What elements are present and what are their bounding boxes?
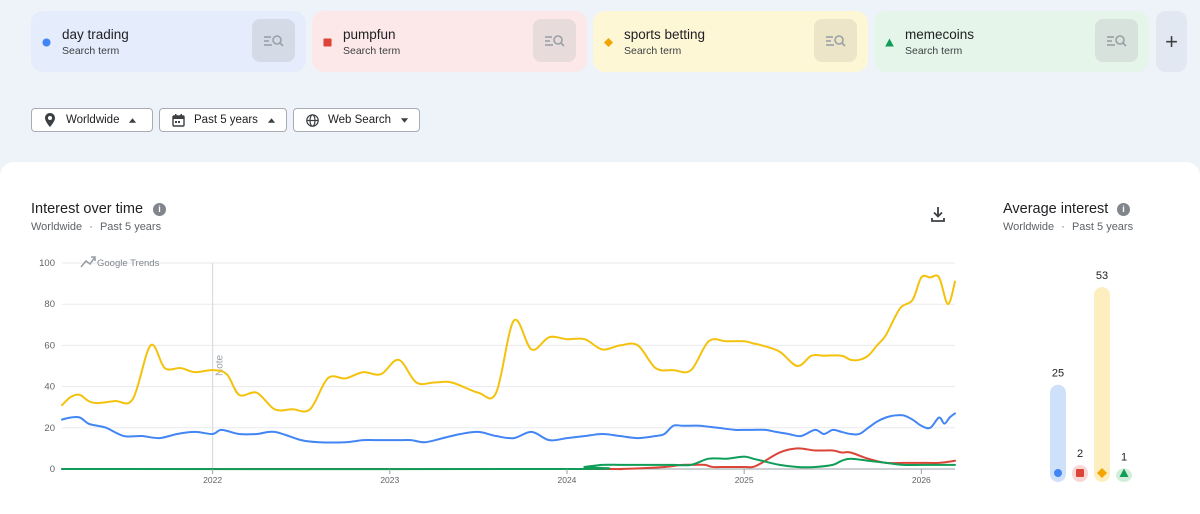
results-card bbox=[0, 162, 1200, 514]
watermark-text: Google Trends bbox=[97, 258, 160, 269]
search-list-icon bbox=[825, 34, 846, 47]
subtitle-region: Worldwide bbox=[1003, 221, 1055, 233]
region-filter-label: Worldwide bbox=[66, 114, 120, 126]
diamond-marker-icon bbox=[604, 38, 613, 47]
x-tick-label: 2026 bbox=[912, 475, 931, 485]
term-search-icon[interactable] bbox=[252, 19, 295, 62]
circle-marker-icon bbox=[42, 38, 51, 47]
series-line-day-trading bbox=[61, 412, 956, 444]
subtitle-period: Past 5 years bbox=[99, 221, 162, 233]
subtitle-region: Worldwide bbox=[31, 221, 83, 233]
term-search-icon[interactable] bbox=[814, 19, 857, 62]
time-range-filter[interactable]: Past 5 years bbox=[159, 108, 287, 132]
subtitle-separator: · bbox=[1061, 221, 1065, 233]
google-trends-watermark: Google Trends bbox=[80, 256, 160, 269]
interest-over-time-chart: Note 0 20 40 60 80 100 2022 2023 2024 2025 2026 G… bbox=[39, 256, 956, 485]
x-tick-label: 2024 bbox=[558, 475, 577, 485]
caret-down-icon bbox=[400, 118, 409, 123]
add-comparison-button[interactable]: + bbox=[1156, 11, 1187, 72]
square-marker-icon bbox=[323, 38, 332, 47]
info-icon[interactable]: i bbox=[1117, 203, 1130, 216]
term-card-sports-betting[interactable]: sports betting Search term bbox=[593, 11, 868, 72]
average-interest-subtitle: Worldwide · Past 5 years bbox=[1003, 221, 1133, 233]
average-value-label: 2 bbox=[1077, 448, 1083, 460]
y-tick-label: 0 bbox=[50, 464, 55, 475]
y-tick-label: 60 bbox=[44, 340, 55, 351]
y-tick-label: 20 bbox=[44, 423, 55, 434]
time-range-filter-label: Past 5 years bbox=[194, 114, 258, 126]
y-tick-label: 80 bbox=[44, 299, 55, 310]
interest-over-time-title: Interest over time bbox=[31, 201, 144, 217]
term-name: memecoins bbox=[905, 27, 975, 42]
caret-up-icon bbox=[129, 118, 137, 123]
series-line-sports-betting bbox=[61, 274, 956, 413]
globe-icon bbox=[306, 113, 320, 127]
download-button[interactable] bbox=[929, 205, 947, 223]
y-tick-label: 100 bbox=[39, 258, 55, 269]
note-label[interactable]: Note bbox=[215, 354, 226, 376]
term-search-icon[interactable] bbox=[1095, 19, 1138, 62]
series-line-memecoins bbox=[61, 455, 956, 471]
average-value-label: 1 bbox=[1121, 452, 1127, 464]
term-card-memecoins[interactable]: memecoins Search term bbox=[874, 11, 1149, 72]
search-property-filter-label: Web Search bbox=[328, 114, 392, 126]
average-interest-chart: 25 2 53 1 bbox=[1050, 270, 1132, 482]
term-type: Search term bbox=[343, 45, 401, 57]
term-name: day trading bbox=[62, 27, 129, 42]
term-card-pumpfun[interactable]: pumpfun Search term bbox=[312, 11, 587, 72]
average-bar bbox=[1094, 287, 1110, 482]
region-filter[interactable]: Worldwide bbox=[31, 108, 153, 132]
term-type: Search term bbox=[62, 45, 120, 57]
interest-over-time-subtitle: Worldwide · Past 5 years bbox=[31, 221, 161, 233]
x-tick-label: 2025 bbox=[735, 475, 754, 485]
diamond-marker-icon bbox=[1097, 468, 1107, 478]
average-value-label: 53 bbox=[1096, 270, 1108, 282]
download-icon bbox=[931, 207, 945, 222]
search-list-icon bbox=[544, 34, 565, 47]
term-type: Search term bbox=[624, 45, 682, 57]
plus-icon: + bbox=[1165, 28, 1178, 54]
triangle-marker-icon bbox=[885, 38, 894, 47]
subtitle-separator: · bbox=[89, 221, 93, 233]
calendar-icon bbox=[172, 113, 186, 127]
caret-up-icon bbox=[267, 118, 276, 123]
x-tick-label: 2022 bbox=[203, 475, 222, 485]
search-property-filter[interactable]: Web Search bbox=[293, 108, 420, 132]
term-card-day-trading[interactable]: day trading Search term bbox=[31, 11, 306, 72]
term-name: sports betting bbox=[624, 27, 706, 42]
average-bar bbox=[1050, 384, 1066, 482]
search-list-icon bbox=[263, 34, 284, 47]
search-list-icon bbox=[1106, 34, 1127, 47]
circle-marker-icon bbox=[1054, 469, 1062, 477]
y-tick-label: 40 bbox=[44, 382, 55, 393]
term-name: pumpfun bbox=[343, 27, 396, 42]
term-search-icon[interactable] bbox=[533, 19, 576, 62]
location-pin-icon bbox=[44, 113, 58, 127]
average-value-label: 25 bbox=[1052, 368, 1064, 380]
triangle-marker-icon bbox=[1119, 468, 1129, 477]
trend-arrow-icon bbox=[80, 256, 96, 268]
subtitle-period: Past 5 years bbox=[1071, 221, 1134, 233]
term-type: Search term bbox=[905, 45, 963, 57]
x-tick-label: 2023 bbox=[380, 475, 399, 485]
average-interest-title: Average interest bbox=[1003, 201, 1109, 217]
info-icon[interactable]: i bbox=[153, 203, 166, 216]
square-marker-icon bbox=[1076, 469, 1084, 477]
